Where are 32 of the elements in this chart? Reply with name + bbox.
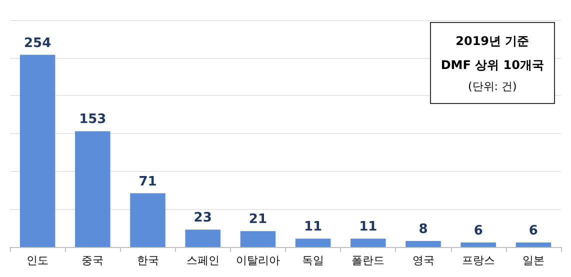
- data-label: 11: [304, 220, 322, 235]
- x-tick-label: 프랑스: [462, 254, 495, 267]
- x-tick-label: 인도: [26, 254, 49, 267]
- data-label: 6: [474, 223, 483, 238]
- x-tick-label: 중국: [82, 254, 104, 267]
- data-label: 6: [528, 223, 538, 238]
- bar: [20, 54, 56, 247]
- bar: [516, 242, 552, 247]
- text: 2019년 기준 DMF 상위 10개국: [440, 33, 544, 74]
- x-tick-label: 한국: [136, 254, 159, 267]
- data-label: 23: [194, 210, 212, 226]
- x-tick-label: 폴란드: [352, 254, 385, 267]
- x-tick-label: 스페인: [186, 254, 220, 267]
- bar: [75, 131, 110, 247]
- bar: [295, 238, 331, 247]
- bar: [130, 193, 166, 247]
- data-label: 153: [79, 112, 106, 128]
- bar: [240, 231, 276, 247]
- data-label: 8: [418, 222, 428, 237]
- data-label: 11: [359, 220, 378, 235]
- data-label: 21: [248, 212, 267, 228]
- bar: [406, 240, 441, 247]
- data-label: 71: [138, 174, 157, 190]
- x-tick-label: 이탈리아: [236, 254, 280, 267]
- data-label: 254: [24, 36, 52, 51]
- text: (단위: 건): [467, 79, 518, 95]
- x-tick-label: 독일: [302, 254, 324, 267]
- bar: [185, 230, 220, 247]
- x-tick-label: 일본: [522, 254, 544, 267]
- bar: [350, 238, 386, 247]
- bar: [460, 242, 496, 247]
- x-tick-label: 영국: [412, 254, 434, 267]
